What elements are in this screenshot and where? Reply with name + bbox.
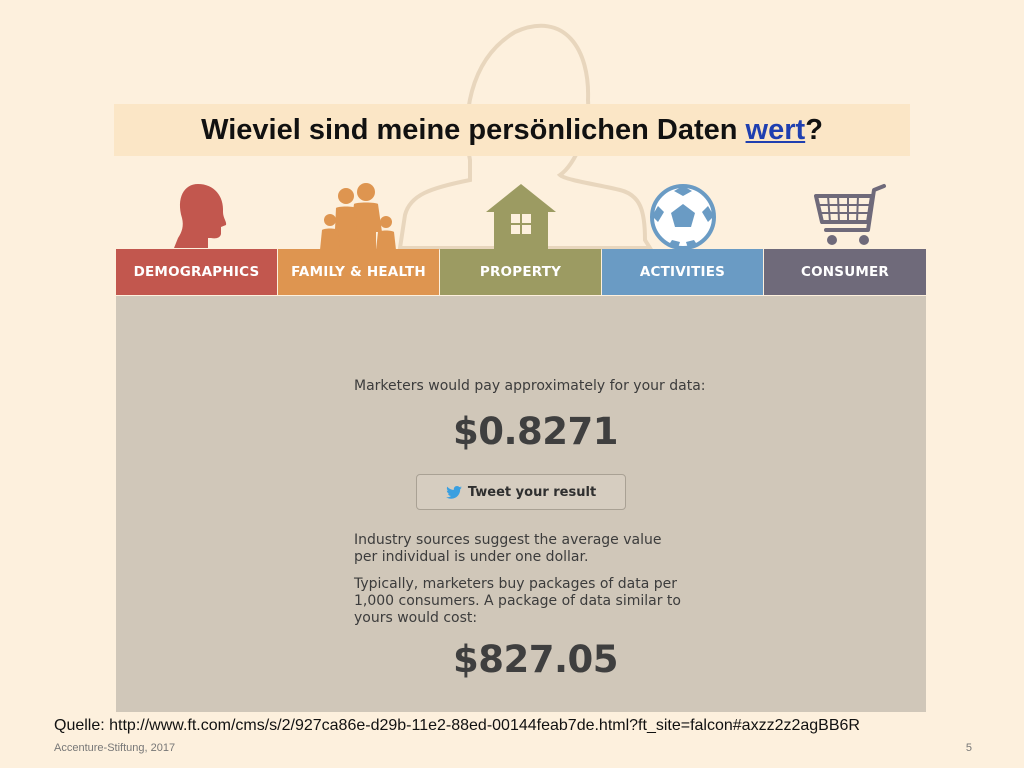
result-panel: Marketers would pay approximately for yo… — [116, 296, 926, 712]
slide-title: Wieviel sind meine persönlichen Daten we… — [114, 104, 910, 156]
footer-organization: Accenture-Stiftung, 2017 — [54, 742, 176, 754]
source-citation: Quelle: http://www.ft.com/cms/s/2/927ca8… — [54, 717, 860, 734]
category-tabs: DEMOGRAPHICS FAMILY & HEALTH PROPERTY AC… — [116, 249, 926, 295]
page-number: 5 — [965, 742, 972, 754]
tab-property[interactable]: PROPERTY — [440, 249, 601, 295]
family-icon — [320, 183, 396, 250]
result-lead-text: Marketers would pay approximately for yo… — [354, 378, 706, 394]
tab-label: FAMILY & HEALTH — [291, 264, 426, 280]
person-head-icon — [174, 184, 227, 248]
industry-info-text: Industry sources suggest the average val… — [354, 532, 662, 565]
twitter-bird-icon — [446, 485, 462, 499]
tab-label: PROPERTY — [479, 264, 562, 280]
title-link[interactable]: wert — [745, 113, 806, 146]
title-end: ? — [805, 113, 823, 146]
tab-activities[interactable]: ACTIVITIES — [602, 249, 763, 295]
package-info-text: Typically, marketers buy packages of dat… — [354, 576, 681, 626]
title-text: Wieviel sind meine persönlichen Daten — [201, 113, 738, 146]
tab-consumer[interactable]: CONSUMER — [764, 249, 926, 295]
tab-label: CONSUMER — [800, 264, 890, 280]
tab-family-health[interactable]: FAMILY & HEALTH — [278, 249, 439, 295]
tab-label: ACTIVITIES — [639, 264, 726, 280]
house-icon — [486, 184, 556, 250]
tweet-result-button[interactable]: Tweet your result — [416, 474, 626, 510]
tab-demographics[interactable]: DEMOGRAPHICS — [116, 249, 277, 295]
shopping-cart-icon — [814, 184, 886, 245]
tab-label: DEMOGRAPHICS — [133, 264, 260, 280]
tweet-label: Tweet your result — [467, 484, 597, 500]
package-price: $827.05 — [453, 638, 619, 681]
data-value-price: $0.8271 — [453, 410, 619, 453]
soccer-ball-icon — [650, 184, 716, 250]
